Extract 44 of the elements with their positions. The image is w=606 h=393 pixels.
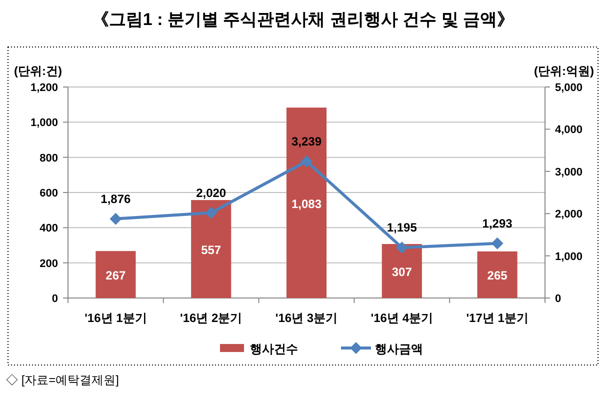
chart-title: 《그림1 : 분기별 주식관련사채 권리행사 건수 및 금액》 [92,10,514,29]
point [205,206,218,219]
legend-label: 행사건수 [250,342,298,356]
y-tick-label: 800 [40,152,58,164]
y2-tick-label: 2,000 [555,208,583,221]
y2-tick-label: 5,000 [555,82,583,94]
y-axis-title: (단위:건) [14,64,62,78]
bar [286,108,327,298]
y2-tick-label: 0 [555,293,562,305]
x-tick-label: '16년 3분기 [275,311,338,325]
point [110,212,122,225]
y-tick-label: 1,200 [30,82,58,94]
data-label: 1,083 [291,196,322,211]
bar [477,251,518,298]
data-label: 1,876 [100,192,132,206]
bar [96,251,136,298]
legend-label: 행사금액 [375,342,423,356]
point [300,155,312,168]
data-label: 2,020 [196,186,226,200]
y2-tick-label: 4,000 [555,124,583,136]
data-label: 307 [392,265,412,280]
data-label: 265 [487,268,508,283]
y2-tick-label: 1,000 [555,250,583,263]
y-tick-label: 600 [40,188,58,200]
point [491,237,504,250]
bar [382,244,422,298]
data-label: 3,239 [291,134,322,148]
y-tick-label: 0 [52,293,58,305]
x-tick-label: '16년 4분기 [370,311,434,325]
y2-tick-label: 3,000 [555,166,583,178]
y-tick-label: 1,000 [30,117,58,130]
data-label: 1,195 [386,220,418,235]
y-tick-label: 400 [40,222,58,235]
data-label: 1,293 [482,216,513,230]
text: ◇ [자료=예탁결제원] [6,373,120,387]
data-label: 557 [201,243,222,258]
point [396,242,408,254]
x-tick-label: '17년 1분기 [466,311,528,325]
data-label: 267 [106,268,126,283]
x-tick-label: '16년 1분기 [84,311,147,325]
y2-axis-title: (단위:억원) [534,64,594,78]
x-tick-label: '16년 2분기 [180,311,242,325]
bar [191,200,232,298]
y-tick-label: 200 [40,258,58,270]
